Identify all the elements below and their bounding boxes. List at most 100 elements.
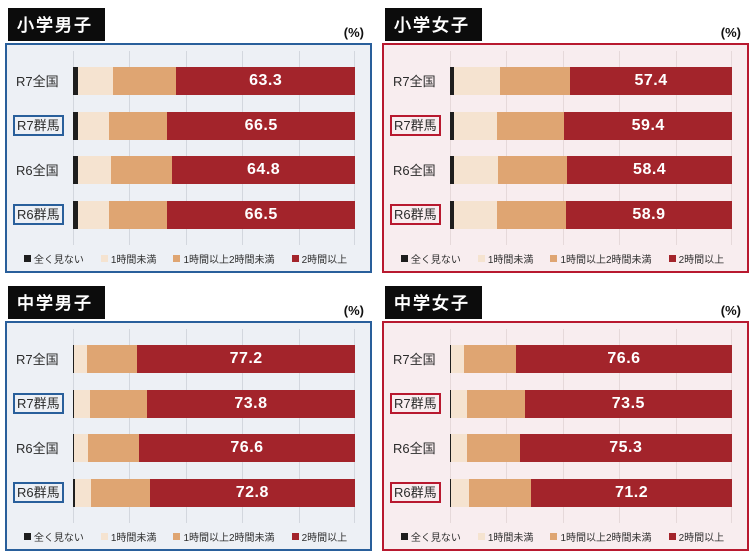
legend-item: 1時間未満 — [477, 251, 533, 266]
legend-swatch-2h-plus — [291, 533, 299, 540]
gridline — [675, 329, 677, 523]
bar-row: R6群馬 58.9 — [390, 200, 732, 229]
legend-item: 2時間以上 — [291, 251, 347, 266]
row-label: R6群馬 — [390, 482, 450, 504]
segment-none — [73, 345, 75, 374]
legend: 全く見ない 1時間未満 1時間以上2時間未満 2時間以上 — [393, 523, 732, 548]
segment-2h-plus: 72.8 — [149, 478, 355, 507]
legend-item: 1時間以上2時間未満 — [550, 251, 652, 266]
row-label: R7全国 — [393, 73, 436, 89]
panel-title: 小学男子 — [8, 8, 105, 41]
row-label: R7全国 — [16, 73, 59, 89]
gridline — [354, 51, 355, 245]
legend-item: 2時間以上 — [668, 251, 724, 266]
segment-1-2h — [468, 478, 532, 507]
segment-2h-plus: 75.3 — [519, 434, 732, 463]
bar-value: 76.6 — [607, 350, 641, 368]
panel-header: 小学男子 (%) — [8, 8, 370, 41]
segment-none — [73, 478, 76, 507]
legend-swatch-2h-plus — [668, 255, 676, 262]
legend-swatch-none — [23, 533, 31, 540]
stacked-bar: 58.9 — [450, 200, 732, 229]
segment-none — [450, 200, 455, 229]
panel-header: 中学女子 (%) — [385, 286, 747, 319]
gridline — [242, 51, 244, 245]
gridline — [562, 51, 564, 245]
segment-2h-plus: 66.5 — [167, 200, 355, 229]
bar-row: R6群馬 71.2 — [390, 478, 732, 507]
segment-under-1h — [78, 200, 109, 229]
bar-value: 73.5 — [611, 394, 645, 412]
gridline — [185, 329, 187, 523]
segment-none — [73, 434, 75, 463]
stacked-bar: 63.3 — [73, 67, 355, 96]
plot-area: R7全国 57.4 R7群馬 59.4 — [390, 51, 732, 245]
bar-value: 66.5 — [244, 116, 278, 134]
segment-1-2h — [497, 200, 566, 229]
gridline — [242, 329, 244, 523]
chart-elementary-girls: R7全国 57.4 R7群馬 59.4 — [382, 43, 749, 273]
gridline — [619, 329, 621, 523]
legend-item: 1時間未満 — [477, 529, 533, 544]
bar-row: R6全国 75.3 — [393, 434, 732, 463]
segment-under-1h — [454, 156, 499, 185]
stacked-bar: 66.5 — [73, 200, 355, 229]
stacked-bar: 77.2 — [73, 345, 355, 374]
gridline — [506, 329, 508, 523]
segment-under-1h — [451, 478, 469, 507]
legend-item: 全く見ない — [23, 251, 84, 266]
segment-2h-plus: 63.3 — [176, 67, 355, 96]
bar-row: R7全国 76.6 — [393, 345, 732, 374]
bar-value: 57.4 — [634, 72, 668, 90]
bar-row: R6群馬 72.8 — [13, 478, 355, 507]
stacked-bar: 57.4 — [450, 67, 732, 96]
segment-none — [73, 156, 79, 185]
bar-value: 64.8 — [247, 161, 281, 179]
gridline — [450, 51, 451, 245]
segment-none — [450, 389, 452, 418]
segment-1-2h — [90, 389, 147, 418]
gridline — [354, 329, 355, 523]
legend-item: 2時間以上 — [668, 529, 724, 544]
segment-2h-plus: 73.8 — [146, 389, 355, 418]
segment-1-2h — [91, 478, 150, 507]
bar-value: 76.6 — [230, 439, 264, 457]
segment-none — [450, 67, 455, 96]
legend-swatch-1-2h — [550, 255, 558, 262]
bar-value: 63.3 — [249, 72, 283, 90]
legend-swatch-under-1h — [100, 533, 108, 540]
panel-elementary-boys: 小学男子 (%) R7全国 63.3 R7群馬 — [0, 0, 377, 278]
bar-row: R7全国 57.4 — [393, 67, 732, 96]
segment-none — [73, 200, 79, 229]
legend-item: 1時間以上2時間未満 — [173, 251, 275, 266]
unit-label: (%) — [720, 25, 741, 40]
segment-none — [73, 111, 79, 140]
panel-title: 中学女子 — [385, 286, 482, 319]
row-label: R6群馬 — [13, 204, 73, 226]
bar-row: R6群馬 66.5 — [13, 200, 355, 229]
legend: 全く見ない 1時間未満 1時間以上2時間未満 2時間以上 — [393, 245, 732, 270]
segment-1-2h — [108, 111, 168, 140]
segment-1-2h — [463, 345, 516, 374]
stacked-bar: 58.4 — [450, 156, 732, 185]
row-label: R7全国 — [393, 351, 436, 367]
stacked-bar: 75.3 — [450, 434, 732, 463]
panel-title: 中学男子 — [8, 286, 105, 319]
stacked-bar: 59.4 — [450, 111, 732, 140]
bar-row: R7群馬 59.4 — [390, 111, 732, 140]
gridline — [450, 329, 451, 523]
segment-2h-plus: 57.4 — [570, 67, 732, 96]
gridline — [129, 329, 131, 523]
segment-1-2h — [88, 434, 139, 463]
segment-under-1h — [74, 434, 89, 463]
legend-swatch-under-1h — [477, 533, 485, 540]
gridline — [506, 51, 508, 245]
segment-under-1h — [454, 200, 498, 229]
row-label: R7群馬 — [13, 393, 73, 415]
bar-row: R7全国 63.3 — [16, 67, 355, 96]
legend-swatch-none — [400, 533, 408, 540]
bar-row: R6全国 64.8 — [16, 156, 355, 185]
row-label: R7群馬 — [13, 115, 73, 137]
gridlines — [73, 51, 355, 245]
segment-2h-plus: 76.6 — [138, 434, 355, 463]
